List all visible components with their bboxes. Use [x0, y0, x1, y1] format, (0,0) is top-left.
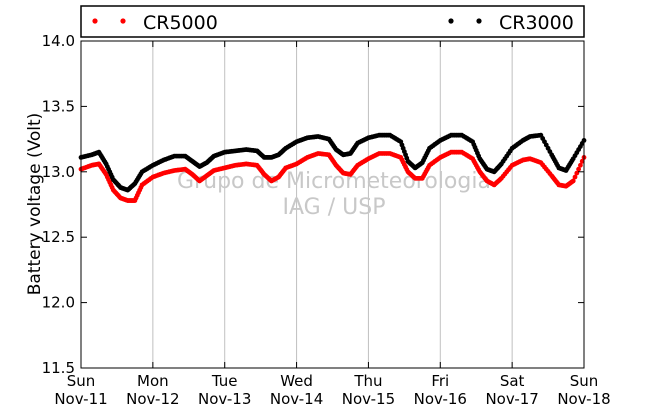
x-tick-label-day: Sun [67, 372, 96, 390]
series-cr3000 [78, 132, 587, 193]
data-point [570, 178, 576, 184]
legend-label-cr3000: CR3000 [499, 12, 574, 34]
y-tick-label: 14.0 [42, 32, 75, 50]
legend-marker-cr5000 [120, 18, 126, 24]
x-tick-label-date: Nov-17 [485, 390, 538, 408]
x-tick-label-day: Sat [500, 372, 525, 390]
y-tick-label: 13.5 [42, 97, 75, 115]
legend-marker-cr3000 [476, 18, 482, 24]
watermark-line-1: Grupo de Micrometeorologia [177, 169, 491, 194]
data-point [576, 166, 582, 172]
x-tick-label-day: Wed [280, 372, 313, 390]
data-point [579, 158, 585, 164]
x-tick-label-day: Thu [353, 372, 382, 390]
y-tick-label: 11.5 [42, 359, 75, 377]
legend-marker-cr5000 [92, 18, 98, 24]
y-tick-label: 13.0 [42, 163, 75, 181]
x-tick-label-day: Tue [211, 372, 238, 390]
x-tick-label-day: Sun [570, 372, 599, 390]
watermark-line-2: IAG / USP [283, 195, 386, 220]
plot-frame [80, 40, 585, 369]
y-tick-label: 12.0 [42, 294, 75, 312]
x-tick-label-date: Nov-18 [557, 390, 610, 408]
y-axis-label: Battery voltage (Volt) [25, 113, 45, 296]
data-point [572, 174, 578, 180]
x-tick-label-date: Nov-11 [54, 390, 107, 408]
legend: CR5000 CR3000 [80, 5, 585, 38]
x-tick-label-day: Fri [431, 372, 449, 390]
x-tick-label-date: Nov-14 [270, 390, 323, 408]
legend-box [80, 5, 585, 38]
y-tick-labels: 11.5 12.0 12.5 13.0 13.5 14.0 [42, 32, 75, 377]
x-tick-label-date: Nov-12 [126, 390, 179, 408]
legend-marker-cr3000 [448, 18, 454, 24]
series-cr5000 [78, 149, 587, 203]
y-tick-label: 12.5 [42, 228, 75, 246]
watermark: Grupo de Micrometeorologia IAG / USP [177, 169, 491, 220]
data-point [578, 162, 583, 168]
x-tick-label-date: Nov-15 [342, 390, 395, 408]
x-tick-label-date: Nov-13 [198, 390, 251, 408]
legend-label-cr5000: CR5000 [143, 12, 218, 34]
x-tick-label-day: Mon [137, 372, 169, 390]
grid-lines [152, 41, 513, 368]
x-tick-label-date: Nov-16 [414, 390, 467, 408]
plot-area: Grupo de Micrometeorologia IAG / USP [78, 40, 587, 369]
x-tick-labels: SunNov-11MonNov-12TueNov-13WedNov-14ThuN… [54, 372, 610, 408]
